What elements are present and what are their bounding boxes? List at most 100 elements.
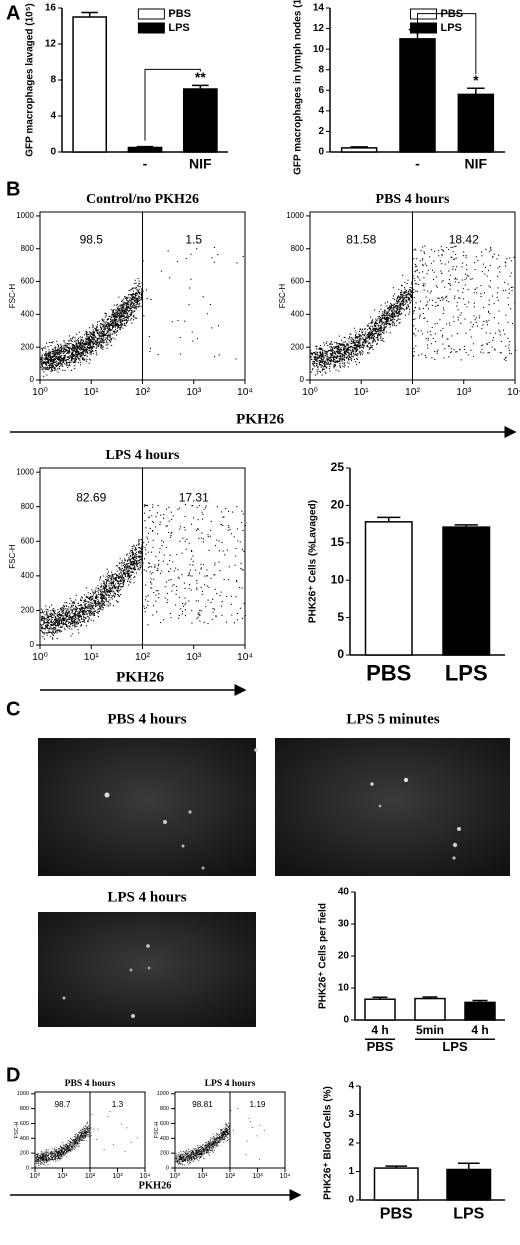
- event-dot: [134, 300, 135, 301]
- event-dot: [443, 310, 444, 311]
- event-dot: [152, 614, 153, 615]
- event-dot: [96, 329, 97, 330]
- event-dot: [185, 615, 186, 616]
- event-dot: [97, 585, 98, 586]
- event-dot: [45, 618, 46, 619]
- event-dot: [49, 629, 50, 630]
- event-dot: [131, 289, 132, 290]
- event-dot: [515, 350, 516, 351]
- event-dot: [126, 567, 127, 568]
- event-dot: [418, 277, 419, 278]
- event-dot: [199, 573, 200, 574]
- event-dot: [512, 287, 513, 288]
- event-dot: [120, 329, 121, 330]
- event-dot: [396, 320, 397, 321]
- event-dot: [353, 353, 354, 354]
- event-dot: [41, 348, 42, 349]
- event-dot: [49, 349, 50, 350]
- bar: [73, 17, 106, 152]
- event-dot: [96, 342, 97, 343]
- event-dot: [343, 350, 344, 351]
- event-dot: [46, 374, 47, 375]
- event-dot: [370, 326, 371, 327]
- event-dot: [115, 312, 116, 313]
- event-dot: [96, 348, 97, 349]
- event-dot: [381, 315, 382, 316]
- event-dot: [53, 627, 54, 628]
- event-dot: [41, 364, 42, 365]
- event-dot: [116, 335, 117, 336]
- event-dot: [171, 512, 172, 513]
- event-dot: [369, 337, 370, 338]
- event-dot: [473, 356, 474, 357]
- event-dot: [77, 611, 78, 612]
- event-dot: [356, 348, 357, 349]
- event-dot: [81, 625, 82, 626]
- event-dot: [59, 361, 60, 362]
- event-dot: [483, 321, 484, 322]
- event-dot: [440, 300, 441, 301]
- event-dot: [488, 312, 489, 313]
- event-dot: [66, 353, 67, 354]
- event-dot: [56, 350, 57, 351]
- event-dot: [114, 333, 115, 334]
- event-dot: [203, 509, 204, 510]
- event-dot: [393, 295, 394, 296]
- event-dot: [145, 611, 146, 612]
- event-dot: [408, 299, 409, 300]
- event-dot: [70, 607, 71, 608]
- event-dot: [363, 347, 364, 348]
- event-dot: [93, 346, 94, 347]
- event-dot: [68, 625, 69, 626]
- event-dot: [78, 353, 79, 354]
- event-dot: [86, 601, 87, 602]
- event-dot: [134, 297, 135, 298]
- event-dot: [102, 326, 103, 327]
- event-dot: [239, 587, 240, 588]
- cell: [452, 856, 455, 859]
- event-dot: [80, 342, 81, 343]
- event-dot: [198, 617, 199, 618]
- x-tick-label: 10⁴: [237, 387, 253, 398]
- event-dot: [411, 297, 412, 298]
- event-dot: [406, 308, 407, 309]
- event-dot: [96, 591, 97, 592]
- event-dot: [171, 579, 172, 580]
- event-dot: [95, 606, 96, 607]
- event-dot: [158, 560, 159, 561]
- event-dot: [128, 559, 129, 560]
- event-cloud: [40, 504, 246, 640]
- event-dot: [74, 603, 75, 604]
- event-dot: [93, 611, 94, 612]
- event-dot: [130, 305, 131, 306]
- event-dot: [442, 299, 443, 300]
- event-dot: [465, 274, 466, 275]
- event-dot: [66, 617, 67, 618]
- event-dot: [127, 315, 128, 316]
- event-dot: [433, 338, 434, 339]
- event-dot: [114, 314, 115, 315]
- micrograph-image: [38, 912, 256, 1027]
- event-dot: [149, 351, 150, 352]
- event-dot: [317, 371, 318, 372]
- event-dot: [98, 329, 99, 330]
- event-dot: [97, 340, 98, 341]
- y-axis-label: FSC-H: [8, 284, 17, 309]
- event-dot: [73, 358, 74, 359]
- event-dot: [379, 321, 380, 322]
- event-dot: [435, 306, 436, 307]
- event-dot: [401, 292, 402, 293]
- y-tick-label: 0: [300, 375, 305, 384]
- event-dot: [390, 316, 391, 317]
- event-dot: [44, 348, 45, 349]
- event-dot: [413, 289, 414, 290]
- event-dot: [397, 316, 398, 317]
- event-dot: [63, 618, 64, 619]
- event-dot: [81, 339, 82, 340]
- event-dot: [89, 618, 90, 619]
- event-dot: [116, 332, 117, 333]
- event-dot: [482, 324, 483, 325]
- event-dot: [408, 292, 409, 293]
- event-dot: [355, 334, 356, 335]
- event-dot: [112, 328, 113, 329]
